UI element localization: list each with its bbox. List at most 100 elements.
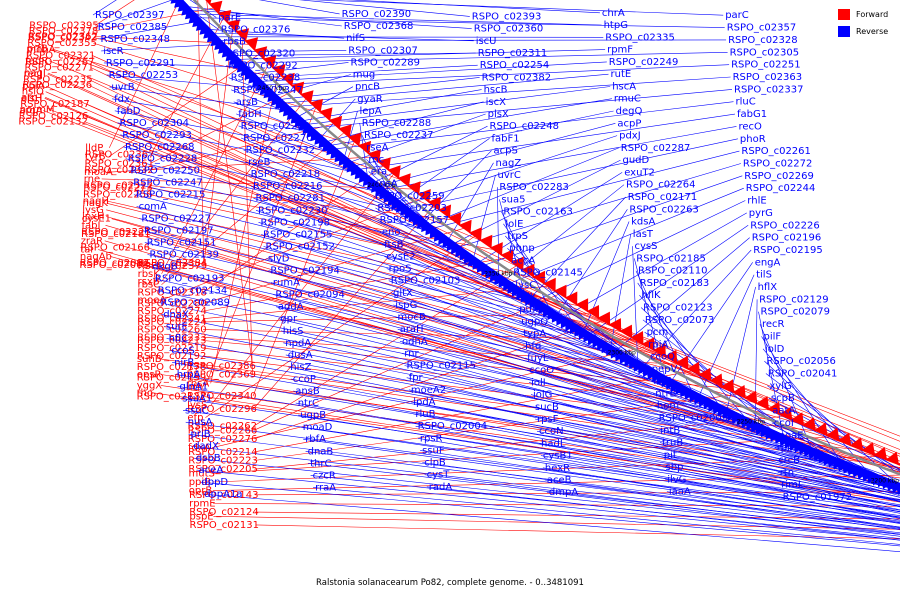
legend: Forward Reverse: [838, 6, 898, 40]
connector-line-reverse: [270, 282, 708, 403]
gene-label-forward: RSPO_c02124: [189, 507, 259, 518]
connector-line-reverse: [420, 450, 900, 523]
gene-arrow-forward: [208, 0, 223, 15]
gene-label-forward: RSPO_c02127: [137, 391, 207, 402]
gene-arrow-forward: [652, 343, 666, 358]
gene-label-reverse: acpP: [617, 118, 641, 129]
connector-line-reverse: [310, 475, 900, 539]
gene-arrow-forward: [885, 451, 900, 466]
connector-line-reverse: [293, 390, 900, 500]
connector-line-reverse: [529, 196, 626, 300]
connector-line-reverse: [530, 394, 900, 495]
connector-line-forward: [108, 53, 261, 157]
gene-arrow-forward: [698, 367, 712, 382]
gene-label-reverse: gpr: [280, 314, 298, 325]
connector-line-reverse: [188, 433, 900, 524]
gene-label-reverse: RSPO_c02151: [147, 238, 217, 249]
gene-label-reverse: hfq: [525, 341, 541, 352]
gene-label-reverse: RSPO_c02328: [728, 35, 798, 46]
connector-line-reverse: [343, 110, 358, 160]
gene-label-forward: RSPO_c02266: [188, 425, 258, 436]
gene-label-reverse: aatA: [772, 406, 795, 417]
gene-label-forward: recJ: [24, 69, 42, 80]
connector-line-reverse: [190, 13, 602, 26]
connector-line-reverse: [275, 306, 765, 431]
gene-label-forward: RSPO_c02378: [29, 26, 99, 37]
gene-label-reverse: comA: [139, 202, 167, 213]
connector-line-forward: [255, 524, 900, 540]
connector-line-forward: [101, 178, 415, 190]
gene-label-forward: tal: [80, 245, 93, 256]
gene-label-reverse: pit: [664, 450, 677, 461]
connector-line-reverse: [399, 341, 857, 471]
connector-line-reverse: [191, 445, 900, 530]
connector-line-reverse: [295, 86, 354, 118]
gene-label-reverse: accA: [511, 255, 535, 266]
gene-label-reverse: RSPO_c02152: [266, 241, 336, 252]
gene-arrow-forward: [309, 98, 323, 113]
connector-line-reverse: [180, 398, 900, 507]
gene-arrow-forward: [767, 401, 781, 416]
gene-label-reverse: ccoS: [171, 345, 194, 356]
gene-label-reverse: RSPO_c02305: [730, 47, 800, 58]
gene-label-reverse: moeA2: [411, 385, 446, 396]
gene-arrows: [170, 0, 900, 495]
gene-label-forward: cysE1: [82, 214, 111, 225]
gene-arrow-forward: [630, 331, 644, 346]
gene-label-forward: rbsA: [187, 378, 210, 389]
gene-label-reverse: rhlE: [747, 196, 766, 207]
connector-line-reverse: [182, 410, 900, 512]
gene-label-reverse: nirB: [174, 357, 194, 368]
connector-line-reverse: [759, 323, 814, 453]
connector-line-reverse: [371, 125, 488, 184]
gene-label-reverse: rseB: [248, 157, 270, 168]
gene-label-forward: RSPO_c02205: [188, 464, 258, 475]
gene-label-reverse: RSPO_c02335: [605, 32, 675, 43]
gene-label-reverse: RSPO_c02145: [513, 268, 583, 279]
gene-label-forward: RSPO_c02273: [83, 183, 153, 194]
gene-label-reverse: ftsB: [384, 239, 403, 250]
gene-label-reverse: sbp: [666, 462, 684, 473]
gene-label-reverse: iaaA: [669, 487, 691, 498]
gene-arrow-forward: [532, 270, 546, 285]
gene-label-reverse: crcB: [778, 455, 800, 466]
genome-arc: [192, 0, 900, 476]
gene-label-reverse: ugpB: [300, 410, 326, 421]
connector-line-forward: [90, 67, 573, 301]
gene-arrow-forward: [417, 189, 431, 204]
gene-label-reverse: RSPO_c02194: [270, 266, 340, 277]
gene-arrow-forward: [217, 10, 232, 24]
connector-line-reverse: [216, 39, 727, 41]
gene-label-reverse: ssuA1: [182, 393, 212, 404]
gene-label-reverse: glnA1: [180, 381, 209, 392]
connector-line-forward: [47, 72, 616, 327]
gene-arrow-reverse: [895, 481, 900, 495]
connector-line-forward: [254, 370, 695, 453]
gene-label-reverse: recO: [739, 121, 763, 132]
gene-label-forward: lysG: [82, 205, 104, 216]
connector-line-reverse: [284, 76, 731, 108]
connector-line-reverse: [532, 406, 900, 498]
connector-line-reverse: [273, 294, 737, 417]
gene-arrow-forward: [814, 422, 828, 437]
connector-line-reverse: [767, 385, 900, 471]
connector-line-forward: [94, 36, 252, 45]
gene-arrow-forward: [664, 349, 678, 364]
gene-label-reverse: RSPO_c02282: [241, 121, 311, 132]
gene-label-reverse: ndk: [517, 292, 536, 303]
gene-label-reverse: rplI: [777, 443, 793, 454]
connector-line-forward: [145, 264, 900, 469]
gene-label-reverse: gyaR: [357, 94, 382, 105]
connector-line-reverse: [98, 21, 199, 40]
gene-label-forward: RSPO_c02178: [137, 362, 207, 373]
gene-label-forward: RSPO_c02068: [79, 260, 149, 271]
gene-label-reverse: pdxJ: [619, 131, 641, 142]
connector-line-reverse: [758, 311, 785, 440]
gene-arrow-forward: [732, 385, 746, 399]
connector-line-forward: [197, 0, 204, 264]
gene-label-forward: prfB: [27, 44, 48, 55]
gene-label-forward: rne: [84, 174, 100, 185]
connector-line-reverse: [257, 61, 607, 82]
gene-label-reverse: cysE2: [386, 251, 415, 262]
